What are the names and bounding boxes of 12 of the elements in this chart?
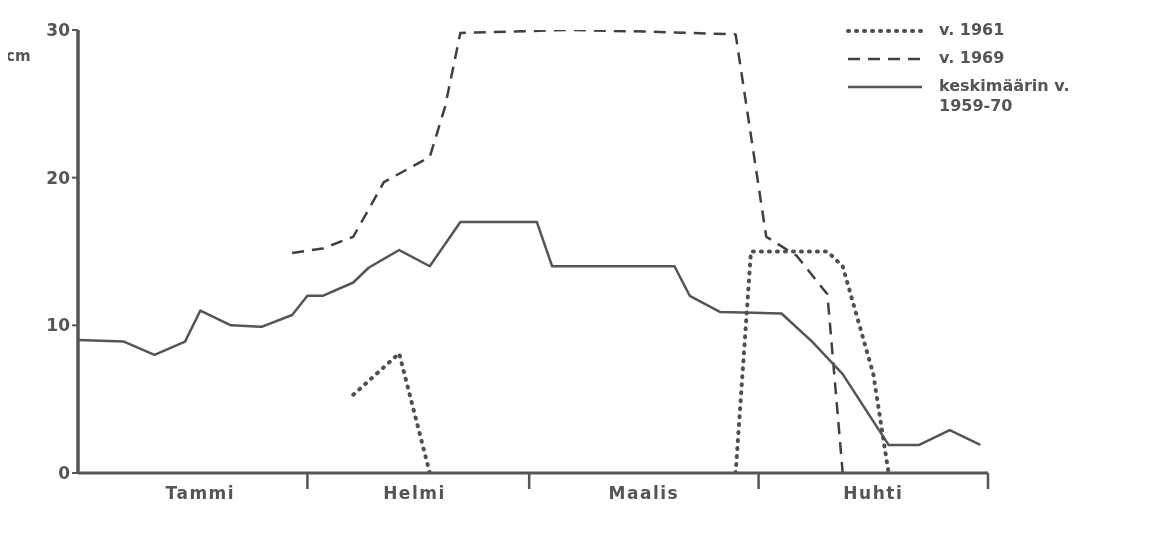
- legend-label: v. 1969: [939, 48, 1006, 68]
- x-tick-label: Tammi: [165, 483, 236, 503]
- y-tick-label: 20: [46, 167, 71, 188]
- y-tick-label: 0: [58, 463, 71, 484]
- legend-label: v. 1961: [939, 20, 1006, 40]
- line-series: [290, 30, 844, 473]
- x-tick-label: Huhti: [843, 483, 904, 503]
- legend-label: keskimäärin v. 1959-70: [939, 76, 1071, 116]
- x-tick-label: Helmi: [383, 483, 446, 503]
- x-tick-label: Maalis: [608, 483, 680, 503]
- y-tick-label: 10: [46, 315, 71, 336]
- y-tick-label: 30: [46, 20, 71, 41]
